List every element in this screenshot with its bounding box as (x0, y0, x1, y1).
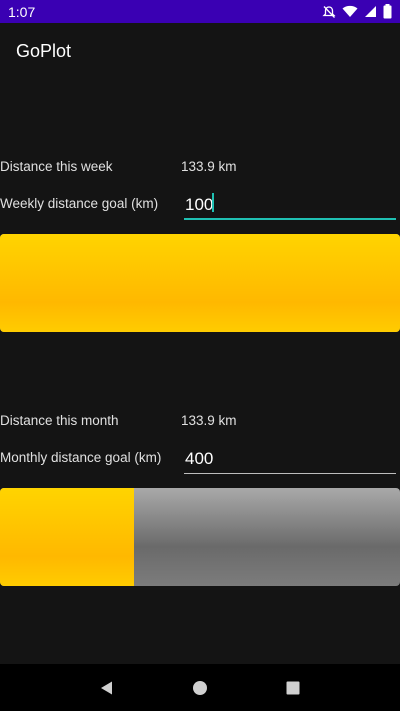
weekly-distance-row: Distance this week 133.9 km (0, 153, 400, 179)
battery-icon (383, 4, 392, 19)
status-bar: 1:07 (0, 0, 400, 23)
navigation-bar (0, 664, 400, 711)
monthly-distance-value: 133.9 km (181, 412, 237, 428)
monthly-goal-label: Monthly distance goal (km) (0, 449, 162, 465)
weekly-progress-fill (0, 234, 400, 332)
weekly-goal-input[interactable] (184, 186, 396, 220)
recents-icon (286, 681, 300, 694)
mute-icon (322, 5, 336, 19)
weekly-progress-bar (0, 234, 400, 332)
home-icon (192, 680, 207, 695)
back-button[interactable] (95, 676, 119, 700)
app-title: GoPlot (16, 40, 72, 61)
app-bar: GoPlot (0, 23, 400, 79)
monthly-goal-underline (184, 473, 396, 474)
back-icon (100, 681, 112, 694)
monthly-progress-bar (0, 488, 400, 586)
monthly-distance-label: Distance this month (0, 412, 119, 428)
monthly-goal-row: Monthly distance goal (km) (0, 440, 400, 474)
recents-button[interactable] (281, 676, 305, 700)
monthly-progress-fill (0, 488, 134, 586)
weekly-goal-underline (184, 218, 396, 220)
signal-icon (364, 5, 377, 18)
status-time: 1:07 (8, 3, 36, 20)
weekly-distance-value: 133.9 km (181, 158, 237, 174)
wifi-icon (342, 5, 358, 18)
text-caret (212, 193, 214, 212)
weekly-goal-label: Weekly distance goal (km) (0, 195, 159, 211)
monthly-goal-input[interactable] (184, 440, 396, 474)
weekly-goal-row: Weekly distance goal (km) (0, 186, 400, 220)
monthly-goal-field[interactable] (184, 440, 396, 474)
home-button[interactable] (188, 676, 212, 700)
status-icons (322, 4, 392, 19)
monthly-distance-row: Distance this month 133.9 km (0, 407, 400, 433)
weekly-distance-label: Distance this week (0, 158, 113, 174)
weekly-goal-field[interactable] (184, 186, 396, 220)
